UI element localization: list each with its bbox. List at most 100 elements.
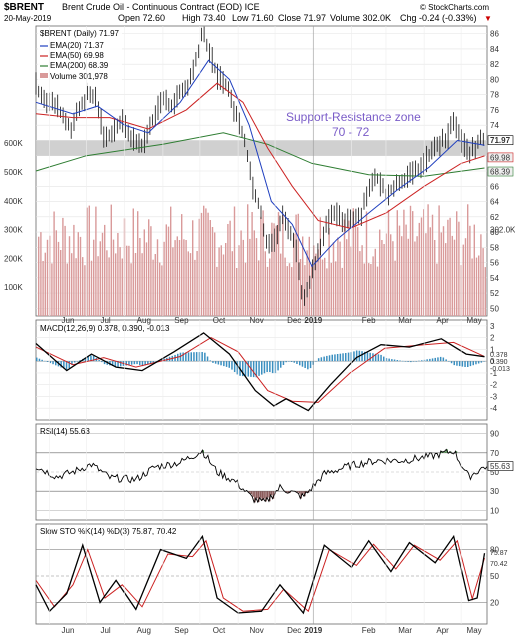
volume-bar [214, 232, 216, 316]
volume-bar [189, 253, 192, 316]
volume-bar [429, 227, 431, 316]
volume-bar [231, 251, 233, 316]
macd-histogram-bar [421, 360, 423, 362]
price-legend: $BRENT (Daily) 71.97 EMA(20) 71.37 EMA(5… [38, 28, 122, 86]
macd-histogram-bar [60, 361, 62, 368]
volume-bar [209, 220, 211, 316]
volume-bar [440, 232, 442, 316]
macd-histogram-bar [201, 352, 203, 362]
volume-bar [295, 214, 297, 316]
volume-bar [330, 262, 332, 316]
volume-bar [403, 209, 405, 316]
x-label-bottom: Apr [436, 626, 449, 635]
volume-bar [425, 233, 427, 316]
x-label-price: May [467, 316, 482, 325]
macd-histogram-bar [87, 356, 89, 362]
macd-line [35, 332, 485, 412]
macd-histogram-bar [448, 361, 450, 362]
sto-k-line [35, 534, 486, 615]
macd-histogram-bar [220, 361, 222, 366]
macd-histogram-bar [130, 361, 133, 365]
macd-axis: -4 -3 -2 -1 0 1 2 3 [490, 322, 498, 413]
macd-histogram-bar [301, 361, 304, 367]
volume-bar [458, 221, 460, 316]
macd-histogram-bar [317, 358, 320, 362]
x-label-bottom: Nov [249, 626, 263, 635]
x-label-price: 2019 [304, 316, 322, 325]
low-value: Low 71.60 [232, 13, 274, 23]
volume-bar [480, 234, 482, 316]
volume-bar [236, 268, 238, 316]
rsi-tick-label: 30 [490, 487, 499, 496]
volume-bar [46, 239, 49, 316]
x-label-price: Jun [62, 316, 75, 325]
macd-tick-label: 3 [490, 322, 495, 331]
x-label-bottom: Jul [100, 626, 110, 635]
price-tick-label: 86 [490, 30, 499, 39]
volume-bar [348, 220, 350, 316]
volume-bar [150, 226, 152, 316]
macd-tick-label: -3 [490, 392, 498, 401]
volume-bar [436, 263, 438, 316]
volume-bar [258, 260, 260, 316]
volume-bar [44, 252, 46, 316]
volume-bar [405, 224, 407, 316]
volume-bar [104, 224, 106, 316]
volume-tick-label: 200K [4, 254, 23, 263]
macd-histogram-bar [458, 361, 461, 367]
volume-bar [475, 257, 478, 316]
macd-histogram-bar [71, 361, 73, 365]
price-tick-label: 52 [490, 289, 499, 298]
volume-bar [233, 206, 236, 316]
volume-bar [431, 214, 434, 316]
macd-histogram-bar [399, 360, 401, 362]
volume-bar [456, 211, 458, 316]
volume-bar [363, 263, 365, 316]
volume-bar [297, 213, 299, 316]
macd-histogram-bar [111, 361, 114, 366]
volume-bar [315, 253, 317, 316]
macd-histogram-bar [299, 361, 301, 366]
macd-tick-label: -4 [490, 404, 498, 413]
volume-bar [332, 242, 335, 316]
source-credit: © StockCharts.com [420, 3, 489, 12]
volume-bar [79, 236, 82, 316]
macd-histogram-bar [36, 357, 38, 362]
macd-histogram-bar [345, 353, 347, 362]
price-tick-label: 60 [490, 228, 499, 237]
macd-histogram-bar [407, 361, 409, 362]
change-down-icon: ▼ [484, 14, 492, 23]
ema50-line [35, 82, 485, 229]
sto-tick-label: 80 [490, 546, 499, 555]
volume-bar [174, 240, 176, 316]
volume-bar [205, 208, 207, 316]
macd-histogram-bar [412, 361, 415, 362]
volume-bar [277, 212, 280, 316]
macd-histogram-bar [258, 361, 260, 376]
volume-bar [119, 247, 121, 316]
volume-bar [416, 236, 418, 316]
volume-bar [372, 256, 374, 316]
volume-bar [198, 218, 200, 316]
rsi-last-value: 55.63 [490, 462, 511, 471]
macd-histogram-bar [355, 350, 358, 362]
volume-bar [93, 239, 95, 316]
volume-bar [71, 253, 73, 316]
x-label-price: Oct [213, 316, 226, 325]
macd-histogram-bar [114, 361, 117, 367]
legend-volume-swatch [40, 73, 48, 78]
macd-histogram-bar [244, 361, 247, 377]
macd-histogram-bar [84, 357, 87, 362]
price-last-value: 68.39 [490, 168, 511, 177]
x-axis: Jun Jun Jul Jul Aug Aug Sep Sep Oct Oct Nov Nov Dec D… [62, 316, 482, 635]
macd-histogram-bar [437, 357, 439, 362]
macd-histogram-bar [442, 357, 445, 362]
macd-histogram-bar [263, 361, 266, 374]
volume-bar [407, 238, 409, 316]
volume-bar [121, 258, 123, 316]
macd-histogram-bar [38, 358, 41, 362]
volume-bar [115, 253, 117, 316]
volume-bar [381, 240, 383, 316]
ema20-line [35, 59, 485, 268]
